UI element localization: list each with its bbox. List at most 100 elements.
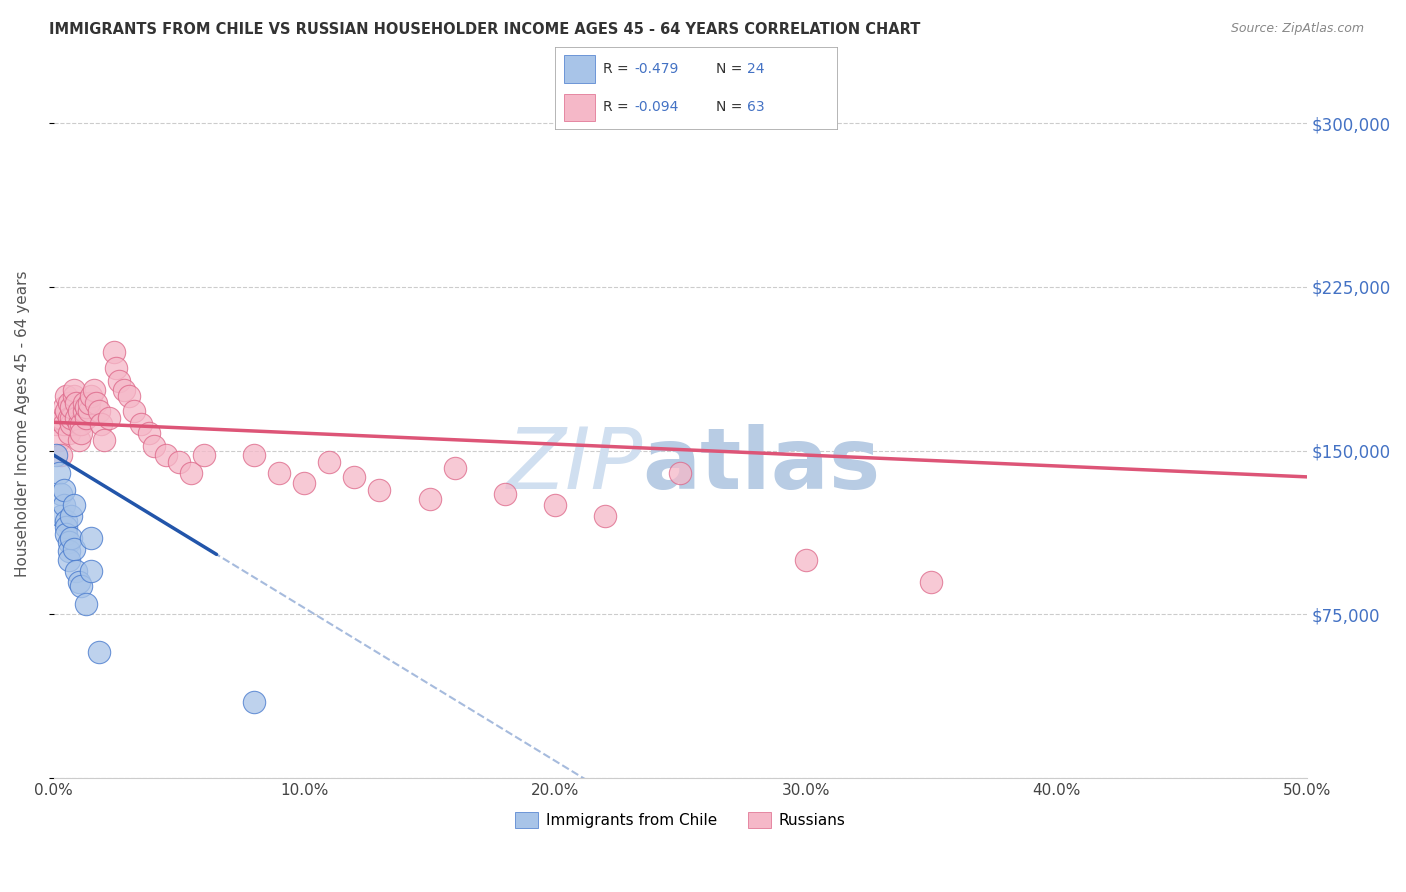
Point xyxy=(269,466,291,480)
Bar xyxy=(564,55,595,83)
Point xyxy=(77,404,100,418)
Point xyxy=(49,448,72,462)
Text: 63: 63 xyxy=(747,100,765,114)
Point xyxy=(49,487,72,501)
Point xyxy=(58,535,80,549)
Point xyxy=(52,400,75,414)
Point xyxy=(593,509,616,524)
Point xyxy=(55,520,77,534)
Point xyxy=(58,426,80,441)
Point xyxy=(794,553,817,567)
Point xyxy=(75,400,97,414)
Point xyxy=(103,345,125,359)
Point xyxy=(67,404,90,418)
Point xyxy=(118,389,141,403)
Point xyxy=(65,395,87,409)
Point xyxy=(49,509,72,524)
Point xyxy=(52,498,75,512)
Text: N =: N = xyxy=(716,62,747,76)
Text: IMMIGRANTS FROM CHILE VS RUSSIAN HOUSEHOLDER INCOME AGES 45 - 64 YEARS CORRELATI: IMMIGRANTS FROM CHILE VS RUSSIAN HOUSEHO… xyxy=(49,22,921,37)
Point xyxy=(669,466,692,480)
Point xyxy=(55,526,77,541)
Text: ZIP: ZIP xyxy=(506,425,643,508)
Point xyxy=(58,553,80,567)
Text: 24: 24 xyxy=(747,62,763,76)
Point xyxy=(155,448,177,462)
Point xyxy=(292,476,315,491)
Point xyxy=(122,404,145,418)
Point xyxy=(60,509,83,524)
Point xyxy=(80,389,103,403)
Point xyxy=(920,574,942,589)
Point xyxy=(48,466,70,480)
Point xyxy=(60,531,83,545)
Point xyxy=(62,389,84,403)
Point xyxy=(87,644,110,658)
Point xyxy=(343,470,366,484)
Point xyxy=(193,448,215,462)
Point xyxy=(142,439,165,453)
Point xyxy=(45,448,67,462)
Point xyxy=(60,400,83,414)
Point xyxy=(52,417,75,432)
Point xyxy=(58,395,80,409)
Point xyxy=(58,544,80,558)
Point xyxy=(138,426,160,441)
Point xyxy=(368,483,391,497)
Point xyxy=(75,597,97,611)
Point xyxy=(93,433,115,447)
Point xyxy=(62,541,84,556)
Point xyxy=(52,483,75,497)
Point xyxy=(55,404,77,418)
Point xyxy=(80,531,103,545)
Point xyxy=(65,411,87,425)
Y-axis label: Householder Income Ages 45 - 64 years: Householder Income Ages 45 - 64 years xyxy=(15,270,30,576)
Point xyxy=(67,574,90,589)
Text: -0.479: -0.479 xyxy=(634,62,679,76)
Point xyxy=(70,426,93,441)
Point xyxy=(77,395,100,409)
Point xyxy=(65,564,87,578)
Point xyxy=(84,395,107,409)
Point xyxy=(167,454,190,468)
Point xyxy=(75,411,97,425)
Point xyxy=(318,454,340,468)
Point xyxy=(55,514,77,528)
Bar xyxy=(564,94,595,121)
Point xyxy=(443,461,465,475)
Point xyxy=(48,433,70,447)
Point xyxy=(67,433,90,447)
Point xyxy=(67,417,90,432)
Point xyxy=(62,383,84,397)
Point xyxy=(131,417,153,432)
Point xyxy=(70,579,93,593)
Point xyxy=(105,360,128,375)
Point xyxy=(70,417,93,432)
Point xyxy=(45,417,67,432)
Point xyxy=(58,411,80,425)
Point xyxy=(80,564,103,578)
Point xyxy=(97,411,120,425)
Point xyxy=(62,498,84,512)
Text: R =: R = xyxy=(603,62,633,76)
Point xyxy=(73,395,96,409)
Point xyxy=(180,466,202,480)
Point xyxy=(73,404,96,418)
Point xyxy=(544,498,567,512)
Point xyxy=(90,417,112,432)
Point xyxy=(494,487,516,501)
Point xyxy=(83,383,105,397)
Text: Source: ZipAtlas.com: Source: ZipAtlas.com xyxy=(1230,22,1364,36)
Point xyxy=(419,491,441,506)
Point xyxy=(49,411,72,425)
Text: N =: N = xyxy=(716,100,747,114)
Point xyxy=(87,404,110,418)
Point xyxy=(60,411,83,425)
Point xyxy=(243,448,266,462)
Text: -0.094: -0.094 xyxy=(634,100,679,114)
Point xyxy=(243,695,266,709)
Legend: Immigrants from Chile, Russians: Immigrants from Chile, Russians xyxy=(509,806,851,834)
Text: R =: R = xyxy=(603,100,633,114)
Point xyxy=(107,374,129,388)
Point xyxy=(60,417,83,432)
